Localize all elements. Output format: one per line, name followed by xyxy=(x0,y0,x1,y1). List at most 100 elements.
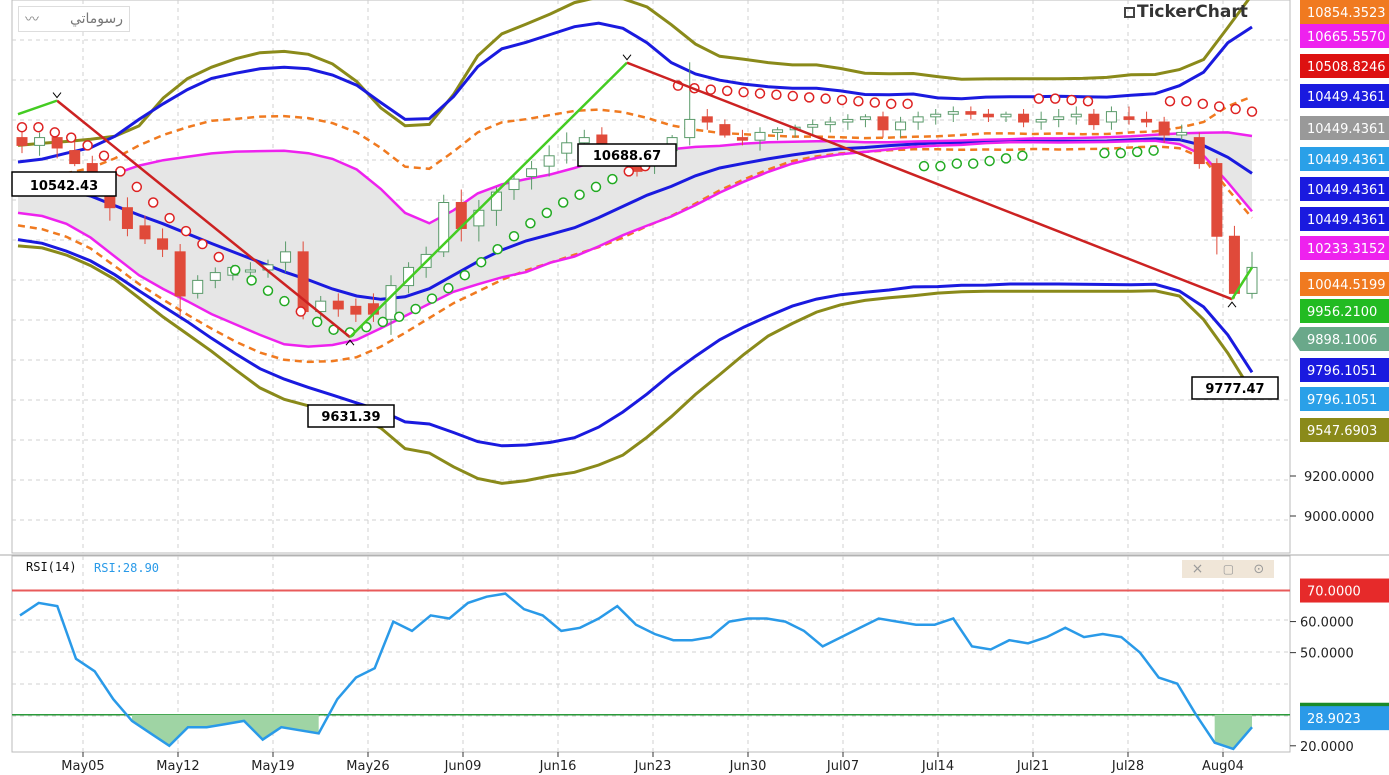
price-badge xyxy=(1300,84,1389,108)
sar-dot xyxy=(771,89,782,101)
sar-dot xyxy=(869,97,881,108)
maximize-icon[interactable]: ▢ xyxy=(1222,562,1235,576)
sar-dot xyxy=(1164,96,1176,107)
brand-icon xyxy=(1124,6,1135,18)
sar-dot xyxy=(1148,145,1159,156)
sar-dot xyxy=(1099,147,1110,159)
sar-dot xyxy=(787,90,799,102)
candle-body xyxy=(332,300,344,310)
pivot-label-box xyxy=(1191,376,1279,400)
candle-body xyxy=(51,137,63,149)
candle-body xyxy=(772,129,784,133)
candle-body xyxy=(69,150,81,165)
sar-dot xyxy=(1049,93,1061,104)
x-tick-label: Jun09 xyxy=(444,759,482,774)
sar-dot xyxy=(295,306,307,317)
sar-dot xyxy=(475,256,487,268)
sar-dot xyxy=(1033,93,1045,104)
price-badge xyxy=(1300,147,1389,171)
band-lower xyxy=(17,238,1254,448)
sar-dot xyxy=(1246,106,1258,117)
close-icon[interactable]: × xyxy=(1191,561,1204,577)
x-tick-label: Jul28 xyxy=(1111,759,1144,774)
pivot-pointer xyxy=(52,92,62,99)
candle-body xyxy=(684,118,696,139)
sar-dot xyxy=(443,282,454,294)
x-tick-label: Jun23 xyxy=(634,759,672,774)
candle-body xyxy=(508,178,520,191)
sar-dot xyxy=(262,285,274,297)
candle-body xyxy=(701,116,713,123)
x-tick-label: Jul14 xyxy=(921,759,954,774)
candle-body xyxy=(1035,118,1047,123)
rsi-badge xyxy=(1300,706,1389,731)
sar-dot xyxy=(311,316,323,328)
candle-body xyxy=(1193,137,1205,165)
candle-body xyxy=(912,116,924,123)
brand-name: TickerChart xyxy=(1137,2,1248,22)
sar-dot xyxy=(1000,153,1012,164)
price-badge xyxy=(1300,24,1389,48)
x-tick-label: May26 xyxy=(346,759,389,774)
price-badge-text: 10449.4361 xyxy=(1307,183,1386,198)
price-badge xyxy=(1300,236,1389,260)
candle-body xyxy=(1158,121,1170,136)
sar-dot xyxy=(557,197,569,208)
rsi-badge xyxy=(1300,578,1389,603)
x-tick-label: Aug04 xyxy=(1202,759,1244,774)
x-tick-label: Jul07 xyxy=(826,759,859,774)
candle-body xyxy=(877,116,889,131)
candle-body xyxy=(947,111,959,115)
sar-dot xyxy=(410,303,421,315)
band-fill xyxy=(18,132,1252,347)
price-badge-text: 10449.4361 xyxy=(1307,153,1386,168)
band-outer-lower xyxy=(17,244,1254,485)
rsi-tick-label: 60.0000 xyxy=(1300,616,1354,631)
drawings-label: رسوماتي xyxy=(69,11,123,27)
candle-body xyxy=(403,266,415,287)
candle-body xyxy=(192,279,204,294)
price-badge xyxy=(1300,387,1389,411)
y-tick-label: 9000.0000 xyxy=(1304,510,1374,525)
zigzag-segment xyxy=(1230,266,1254,300)
sar-dot xyxy=(754,88,766,99)
sar-dot xyxy=(607,173,618,185)
sar-dot xyxy=(705,84,717,95)
sar-dot xyxy=(525,218,536,229)
x-tick-label: May19 xyxy=(251,759,294,774)
sar-dot xyxy=(951,158,963,169)
candle-body xyxy=(526,168,538,178)
price-badge xyxy=(1300,358,1389,382)
band-dashed-upper xyxy=(17,95,1253,184)
sar-dot xyxy=(574,189,585,200)
sar-dot xyxy=(1197,98,1209,110)
pivot-label: 10542.43 xyxy=(30,179,98,194)
price-badge-text: 10044.5199 xyxy=(1307,278,1386,293)
pivot-pointer xyxy=(622,54,632,61)
candle-body xyxy=(385,285,397,320)
candle-body xyxy=(280,251,292,263)
rsi-panel-controls: × ▢ ⊙ xyxy=(1182,560,1274,578)
brand-logo: TickerChart xyxy=(1124,0,1248,24)
zigzag-segment xyxy=(56,99,351,339)
x-tick-label: Jun16 xyxy=(539,759,577,774)
candle-body xyxy=(34,137,46,146)
candle-body xyxy=(209,272,221,281)
settings-icon[interactable]: ⊙ xyxy=(1253,561,1265,577)
sar-dot xyxy=(279,295,290,307)
candle-body xyxy=(982,113,994,118)
sar-dot xyxy=(967,158,979,169)
sar-dot xyxy=(16,121,28,133)
price-badge xyxy=(1300,54,1389,78)
drawings-menu-button[interactable]: 〰 رسوماتي xyxy=(18,6,130,32)
sar-dot xyxy=(246,275,257,286)
candle-body xyxy=(824,121,836,126)
candle-body xyxy=(121,207,133,229)
band-upper xyxy=(17,21,1253,164)
candle-body xyxy=(807,124,819,128)
candle-body xyxy=(895,121,907,131)
pivot-pointer xyxy=(345,339,355,346)
sar-dot xyxy=(1230,103,1241,115)
pivot-label-box xyxy=(577,143,677,167)
